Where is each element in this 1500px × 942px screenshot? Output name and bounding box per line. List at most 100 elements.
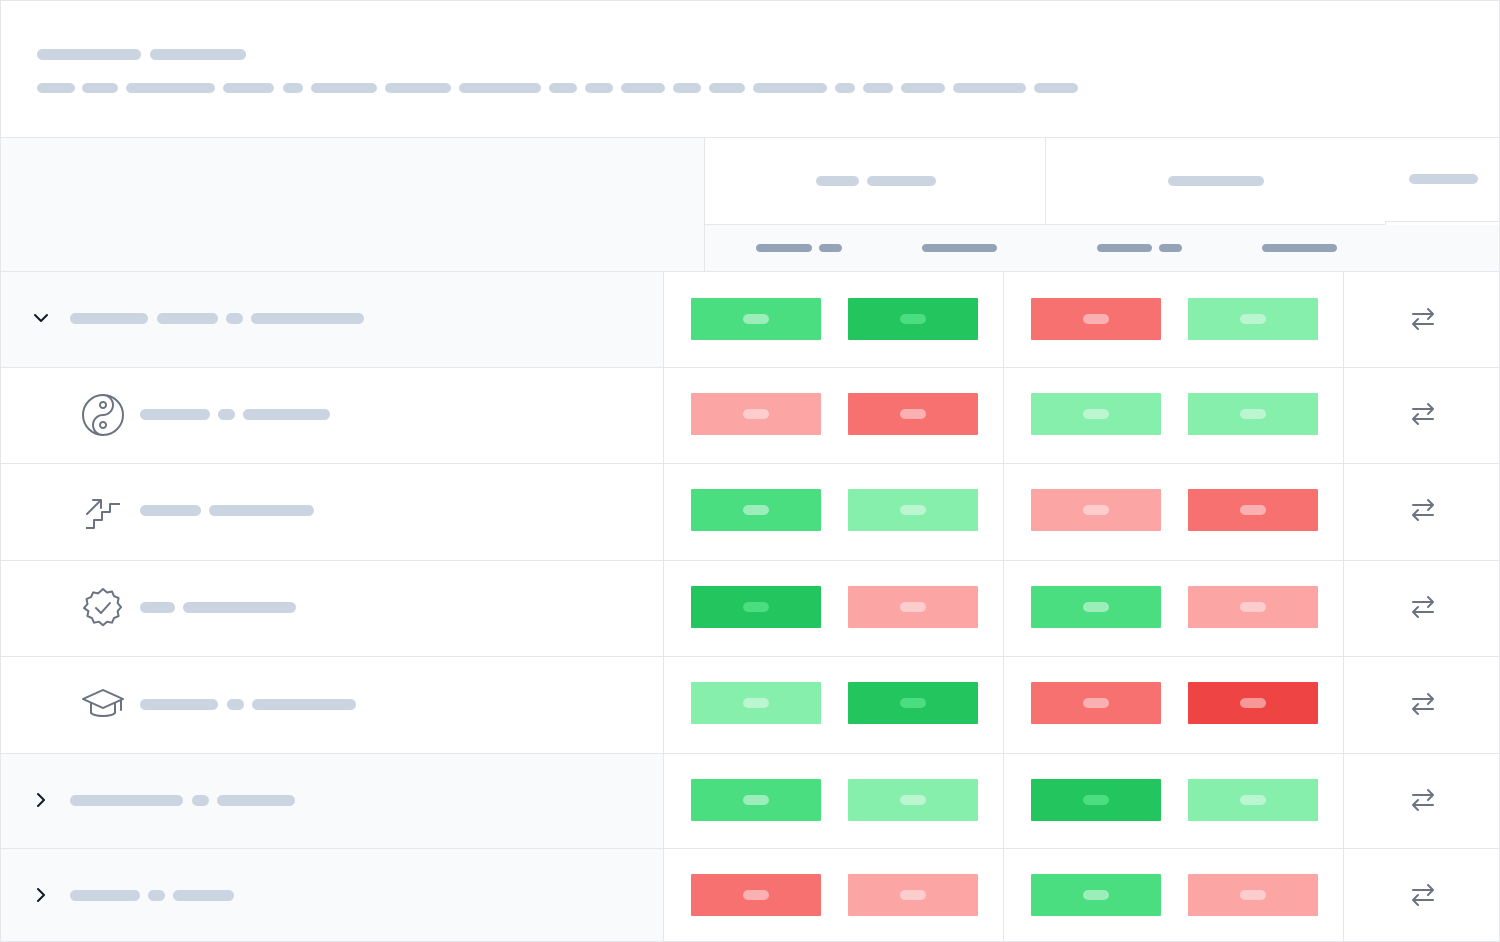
row-label-placeholder bbox=[218, 409, 235, 420]
row-label-placeholder bbox=[209, 505, 314, 516]
subtitle-placeholder bbox=[223, 83, 274, 93]
subtitle-placeholder bbox=[1034, 83, 1078, 93]
score-cell bbox=[1188, 298, 1318, 340]
row-label-cell bbox=[1, 754, 664, 848]
row-label-placeholder bbox=[226, 313, 243, 324]
subcolumn-label-placeholder bbox=[1262, 244, 1337, 252]
row-label-placeholder bbox=[70, 313, 148, 324]
subtitle-placeholder bbox=[835, 83, 855, 93]
subtitle-placeholder bbox=[459, 83, 541, 93]
score-cell bbox=[848, 874, 978, 916]
score-cell bbox=[691, 779, 821, 821]
row-label-placeholder bbox=[140, 505, 201, 516]
subtitle-placeholder bbox=[549, 83, 577, 93]
table-row-group-collapsed[interactable] bbox=[1, 754, 1499, 849]
stairs-arrow-icon bbox=[86, 499, 120, 529]
row-label-placeholder bbox=[217, 795, 295, 806]
score-cell bbox=[1031, 393, 1161, 435]
row-label-placeholder bbox=[252, 699, 356, 710]
score-cell bbox=[848, 489, 978, 531]
subtitle-placeholder bbox=[863, 83, 893, 93]
swap-arrows-icon[interactable] bbox=[1407, 398, 1439, 430]
score-cell bbox=[1031, 586, 1161, 628]
table-row[interactable] bbox=[1, 368, 1499, 464]
subcolumn-label-placeholder bbox=[1159, 244, 1182, 252]
row-label-placeholder bbox=[140, 602, 175, 613]
row-label-cell bbox=[1, 368, 664, 463]
row-label-placeholder bbox=[192, 795, 209, 806]
score-cell bbox=[1031, 682, 1161, 724]
row-label-placeholder bbox=[173, 890, 234, 901]
subtitle-placeholder bbox=[709, 83, 745, 93]
row-label-placeholder bbox=[70, 795, 183, 806]
row-label-placeholder bbox=[183, 602, 296, 613]
subtitle-placeholder bbox=[126, 83, 215, 93]
score-cell bbox=[1188, 393, 1318, 435]
header-divider bbox=[1, 271, 1499, 272]
row-label-placeholder bbox=[157, 313, 218, 324]
row-label-placeholder bbox=[70, 890, 140, 901]
score-cell bbox=[848, 586, 978, 628]
score-cell bbox=[848, 682, 978, 724]
chevron-right-icon[interactable] bbox=[29, 883, 53, 907]
score-cell bbox=[1031, 874, 1161, 916]
title-placeholder bbox=[37, 49, 141, 60]
group-1-label-placeholder bbox=[816, 176, 859, 186]
chevron-right-icon[interactable] bbox=[29, 788, 53, 812]
score-cell bbox=[691, 586, 821, 628]
subtitle-placeholder bbox=[753, 83, 827, 93]
badge-check-icon bbox=[83, 588, 123, 627]
subtitle-placeholder bbox=[37, 83, 75, 93]
row-label-cell bbox=[1, 272, 664, 367]
score-cell bbox=[1031, 298, 1161, 340]
action-label-placeholder bbox=[1409, 174, 1478, 184]
chevron-down-icon[interactable] bbox=[29, 306, 53, 330]
swap-arrows-icon[interactable] bbox=[1407, 494, 1439, 526]
subtitle-placeholder bbox=[82, 83, 118, 93]
row-label-cell bbox=[1, 849, 664, 941]
group-1-label-placeholder bbox=[867, 176, 936, 186]
score-cell bbox=[1031, 779, 1161, 821]
row-label-placeholder bbox=[243, 409, 330, 420]
score-cell bbox=[1188, 586, 1318, 628]
subcolumn-label-placeholder bbox=[1097, 244, 1152, 252]
score-cell bbox=[848, 298, 978, 340]
swap-arrows-icon[interactable] bbox=[1407, 879, 1439, 911]
graduation-cap-icon bbox=[82, 689, 124, 717]
row-label-placeholder bbox=[148, 890, 165, 901]
subcolumn-header-row bbox=[705, 225, 1499, 271]
table-row[interactable] bbox=[1, 561, 1499, 657]
column-group-header-1 bbox=[705, 138, 1046, 225]
row-label-column-header bbox=[1, 138, 705, 271]
subtitle-placeholder bbox=[621, 83, 665, 93]
table-row-group-collapsed[interactable] bbox=[1, 849, 1499, 941]
swap-arrows-icon[interactable] bbox=[1407, 688, 1439, 720]
score-cell bbox=[848, 393, 978, 435]
group-2-label-placeholder bbox=[1168, 176, 1264, 186]
subcolumn-label-placeholder bbox=[922, 244, 997, 252]
title-placeholder bbox=[150, 49, 246, 60]
score-cell bbox=[1188, 874, 1318, 916]
subtitle-placeholder bbox=[585, 83, 613, 93]
subcolumn-label-placeholder bbox=[756, 244, 812, 252]
score-cell bbox=[691, 393, 821, 435]
row-label-cell bbox=[1, 561, 664, 656]
swap-arrows-icon[interactable] bbox=[1407, 591, 1439, 623]
action-column-header bbox=[1385, 138, 1499, 222]
row-label-cell bbox=[1, 657, 664, 753]
subtitle-placeholder bbox=[673, 83, 701, 93]
score-cell bbox=[691, 874, 821, 916]
card-header bbox=[1, 1, 1499, 138]
score-cell bbox=[848, 779, 978, 821]
table-row[interactable] bbox=[1, 464, 1499, 561]
subcolumn-label-placeholder bbox=[819, 244, 842, 252]
subtitle-placeholder bbox=[283, 83, 303, 93]
score-cell bbox=[1188, 779, 1318, 821]
table-row[interactable] bbox=[1, 657, 1499, 754]
row-label-placeholder bbox=[251, 313, 364, 324]
table-row-group-expanded[interactable] bbox=[1, 272, 1499, 368]
swap-arrows-icon[interactable] bbox=[1407, 303, 1439, 335]
swap-arrows-icon[interactable] bbox=[1407, 784, 1439, 816]
score-cell bbox=[1188, 489, 1318, 531]
